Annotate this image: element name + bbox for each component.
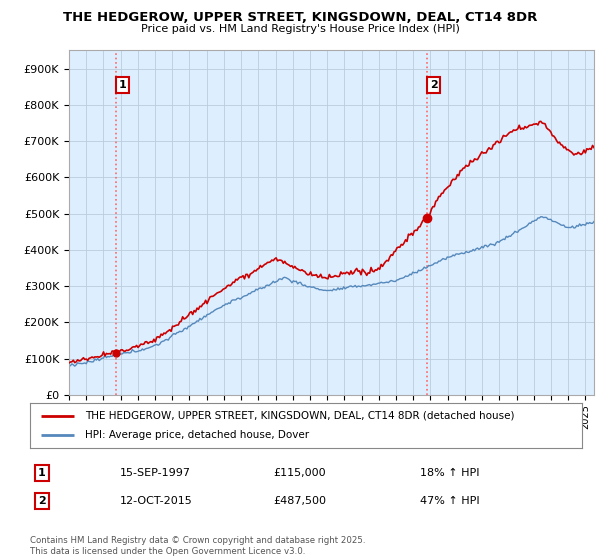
Text: 18% ↑ HPI: 18% ↑ HPI	[420, 468, 480, 478]
Text: 1: 1	[38, 468, 46, 478]
Text: 2: 2	[430, 80, 437, 90]
Text: 1: 1	[119, 80, 127, 90]
Text: 12-OCT-2015: 12-OCT-2015	[120, 496, 193, 506]
Text: Price paid vs. HM Land Registry's House Price Index (HPI): Price paid vs. HM Land Registry's House …	[140, 24, 460, 34]
Text: 15-SEP-1997: 15-SEP-1997	[120, 468, 191, 478]
Text: THE HEDGEROW, UPPER STREET, KINGSDOWN, DEAL, CT14 8DR (detached house): THE HEDGEROW, UPPER STREET, KINGSDOWN, D…	[85, 410, 515, 421]
Text: 47% ↑ HPI: 47% ↑ HPI	[420, 496, 480, 506]
Text: 2: 2	[38, 496, 46, 506]
Text: THE HEDGEROW, UPPER STREET, KINGSDOWN, DEAL, CT14 8DR: THE HEDGEROW, UPPER STREET, KINGSDOWN, D…	[63, 11, 537, 24]
Text: Contains HM Land Registry data © Crown copyright and database right 2025.
This d: Contains HM Land Registry data © Crown c…	[30, 536, 365, 556]
Text: £487,500: £487,500	[274, 496, 326, 506]
Text: £115,000: £115,000	[274, 468, 326, 478]
Text: HPI: Average price, detached house, Dover: HPI: Average price, detached house, Dove…	[85, 431, 310, 441]
